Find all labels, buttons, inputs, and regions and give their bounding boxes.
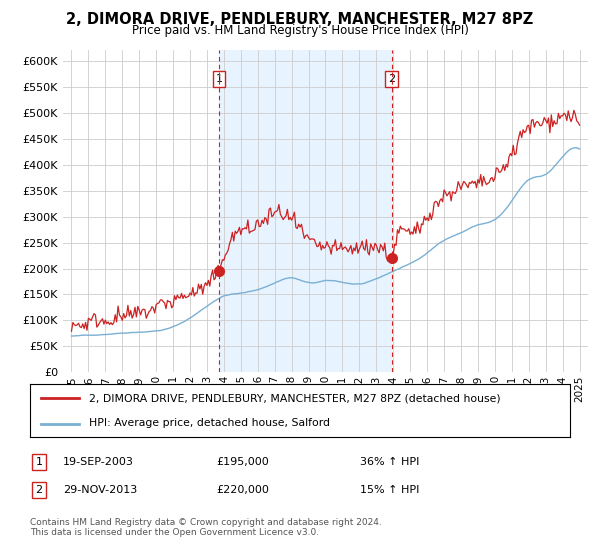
Text: 2: 2 xyxy=(35,485,43,495)
Text: 2: 2 xyxy=(388,74,395,84)
Text: 19-SEP-2003: 19-SEP-2003 xyxy=(63,457,134,467)
Text: 15% ↑ HPI: 15% ↑ HPI xyxy=(360,485,419,495)
Text: 2, DIMORA DRIVE, PENDLEBURY, MANCHESTER, M27 8PZ (detached house): 2, DIMORA DRIVE, PENDLEBURY, MANCHESTER,… xyxy=(89,394,501,404)
Text: 36% ↑ HPI: 36% ↑ HPI xyxy=(360,457,419,467)
Text: HPI: Average price, detached house, Salford: HPI: Average price, detached house, Salf… xyxy=(89,418,331,428)
Text: 2, DIMORA DRIVE, PENDLEBURY, MANCHESTER, M27 8PZ: 2, DIMORA DRIVE, PENDLEBURY, MANCHESTER,… xyxy=(67,12,533,27)
Text: Contains HM Land Registry data © Crown copyright and database right 2024.
This d: Contains HM Land Registry data © Crown c… xyxy=(30,518,382,538)
Text: £195,000: £195,000 xyxy=(216,457,269,467)
Text: 1: 1 xyxy=(215,74,223,84)
Text: 1: 1 xyxy=(35,457,43,467)
Text: Price paid vs. HM Land Registry's House Price Index (HPI): Price paid vs. HM Land Registry's House … xyxy=(131,24,469,36)
Text: £220,000: £220,000 xyxy=(216,485,269,495)
Text: 29-NOV-2013: 29-NOV-2013 xyxy=(63,485,137,495)
Bar xyxy=(219,50,392,372)
